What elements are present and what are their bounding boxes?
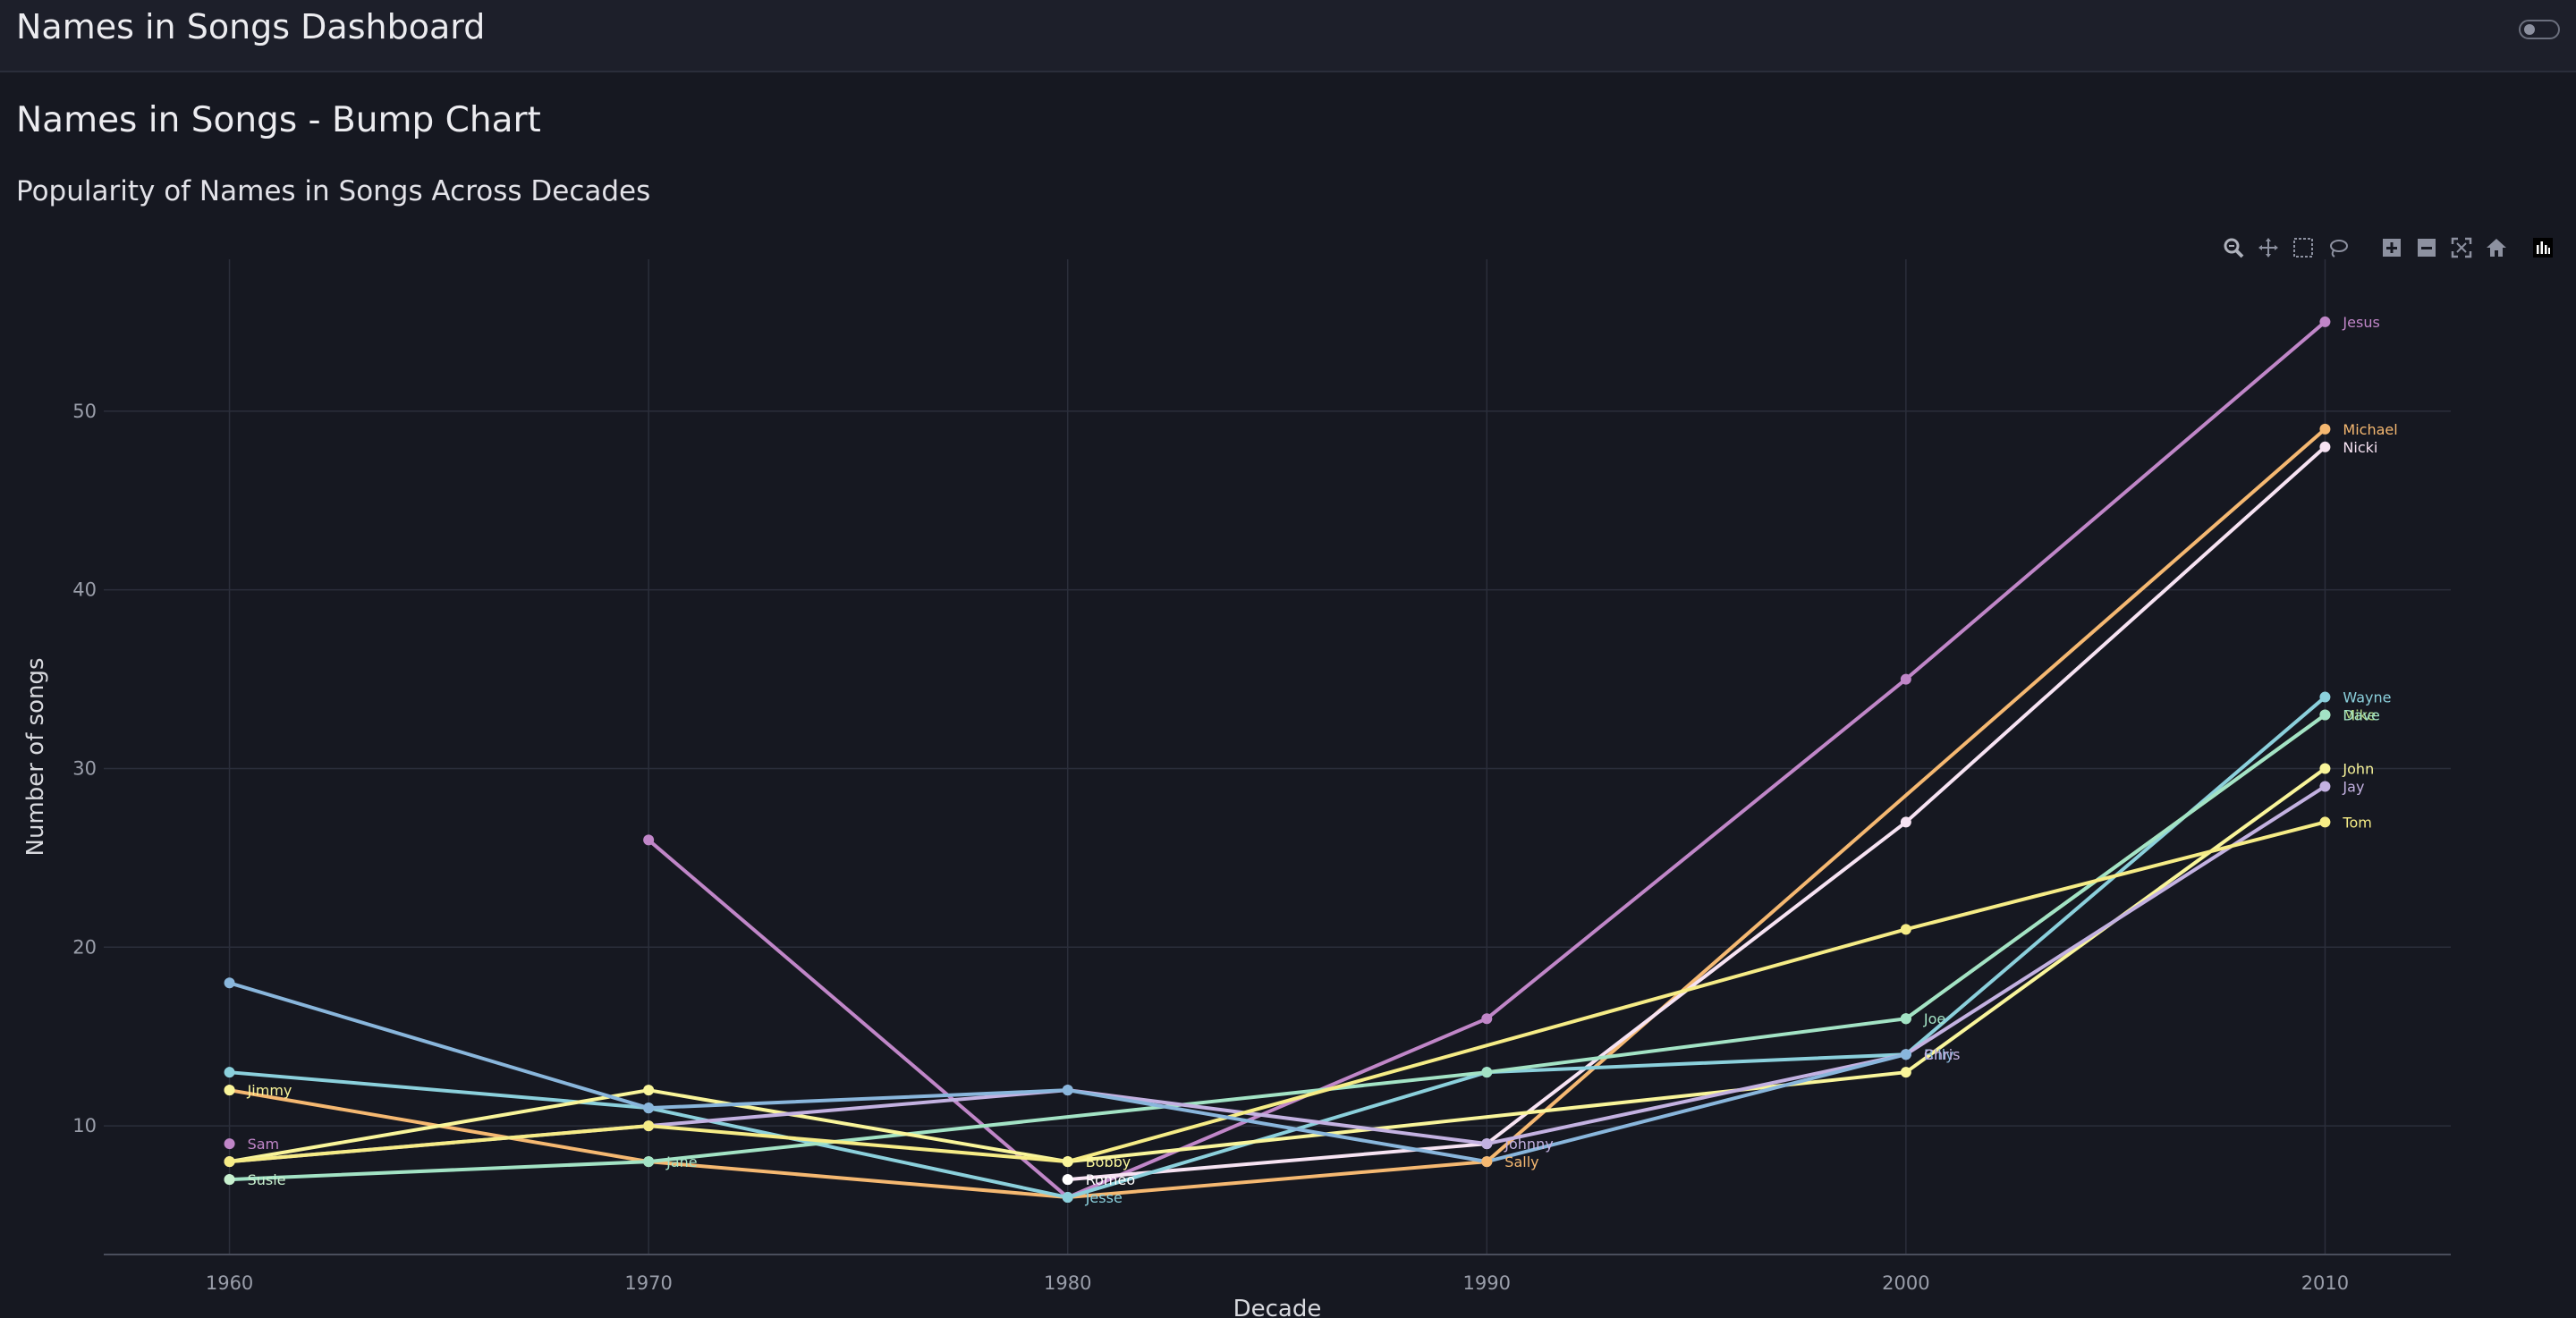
- data-point-sally: [1481, 1156, 1493, 1168]
- y-axis-title: Number of songs: [22, 657, 49, 856]
- plot-modebar: [2218, 232, 2558, 263]
- data-point-jesse: [1062, 1192, 1073, 1204]
- point-label: Johnny: [1504, 1136, 1553, 1153]
- data-point-john: [643, 1085, 655, 1096]
- plotly-logo-icon[interactable]: [2528, 232, 2558, 263]
- data-point-tom: [1900, 924, 1911, 935]
- data-point-john: [1900, 1067, 1911, 1078]
- data-point-jay: [2319, 781, 2331, 792]
- point-label: Joe: [1923, 1010, 1945, 1027]
- point-label: Bobby: [1086, 1153, 1131, 1170]
- data-point-sam: [224, 1138, 235, 1150]
- point-label: Billy: [1924, 1046, 1954, 1063]
- box-select-icon[interactable]: [2288, 232, 2318, 263]
- data-point-wayne: [2319, 691, 2331, 703]
- y-tick-label: 10: [72, 1115, 97, 1136]
- data-point-jimmy: [224, 1085, 235, 1096]
- data-point-bobby: [1062, 1156, 1073, 1168]
- x-axis-title: Decade: [1233, 1296, 1322, 1318]
- x-tick-label: 1960: [206, 1272, 253, 1294]
- point-label: Wayne: [2343, 689, 2391, 706]
- data-point-joe: [1900, 1013, 1911, 1025]
- data-point-tom: [2319, 816, 2331, 828]
- y-tick-label: 50: [72, 401, 97, 422]
- point-label: Dave: [2343, 707, 2379, 724]
- data-point-jane: [643, 1156, 655, 1168]
- autoscale-icon[interactable]: [2446, 232, 2477, 263]
- point-label: Romeo: [1086, 1171, 1135, 1188]
- data-point-tom: [224, 1156, 235, 1168]
- point-label: John: [2342, 760, 2374, 777]
- x-tick-label: 1970: [624, 1272, 672, 1294]
- data-point-michael: [2319, 423, 2331, 435]
- data-point-john: [2319, 763, 2331, 774]
- data-point-susie: [224, 1174, 235, 1186]
- point-label: Jane: [665, 1153, 698, 1170]
- point-label: Mike: [2343, 707, 2376, 724]
- data-point-tom: [643, 1120, 655, 1132]
- data-point-nicki: [1900, 816, 1911, 828]
- data-point-jesus: [1900, 673, 1911, 685]
- data-point-billy: [224, 977, 235, 989]
- zoom-icon[interactable]: [2218, 232, 2249, 263]
- series-line-michael: [229, 427, 2326, 1200]
- reset-axes-icon[interactable]: [2481, 232, 2512, 263]
- point-label: Jesse: [1085, 1189, 1123, 1206]
- x-tick-label: 1980: [1044, 1272, 1091, 1294]
- data-point-billy: [1062, 1085, 1073, 1096]
- app-title: Names in Songs Dashboard: [16, 7, 486, 46]
- zoom-in-icon[interactable]: [2377, 232, 2407, 263]
- series-line-tom: [229, 820, 2326, 1164]
- zoom-out-icon[interactable]: [2411, 232, 2442, 263]
- data-point-wayne: [224, 1067, 235, 1078]
- x-tick-label: 1990: [1463, 1272, 1511, 1294]
- y-tick-label: 30: [72, 757, 97, 779]
- y-tick-label: 40: [72, 579, 97, 601]
- series-line-nicki: [1067, 445, 2326, 1182]
- data-point-billy: [1900, 1049, 1911, 1060]
- point-label: Susie: [248, 1171, 286, 1188]
- data-point-billy: [643, 1103, 655, 1114]
- point-label: Jimmy: [247, 1082, 292, 1099]
- data-point-dave: [1481, 1067, 1493, 1078]
- point-label: Nicki: [2343, 439, 2377, 456]
- data-point-nicki: [2319, 441, 2331, 452]
- point-label: Sam: [248, 1136, 280, 1153]
- lasso-icon[interactable]: [2323, 232, 2353, 263]
- x-tick-label: 2000: [1882, 1272, 1929, 1294]
- x-tick-label: 2010: [2301, 1272, 2349, 1294]
- top-bar: Names in Songs Dashboard: [0, 0, 2576, 72]
- toggle-knob: [2524, 24, 2535, 35]
- point-label: Jay: [2342, 778, 2364, 795]
- pan-icon[interactable]: [2253, 232, 2284, 263]
- point-label: Tom: [2342, 814, 2371, 831]
- data-point-jesus: [1481, 1013, 1493, 1025]
- point-label: Sally: [1504, 1153, 1538, 1170]
- point-label: Michael: [2343, 421, 2397, 438]
- page-title: Names in Songs - Bump Chart: [16, 100, 541, 140]
- data-point-jesus: [2319, 316, 2331, 327]
- point-label: Chris: [1924, 1046, 1961, 1063]
- data-point-jesus: [643, 834, 655, 846]
- y-tick-label: 20: [72, 936, 97, 958]
- data-point-romeo: [1062, 1174, 1073, 1186]
- point-label: Jesus: [2342, 314, 2379, 331]
- chart-title: Popularity of Names in Songs Across Deca…: [16, 175, 651, 207]
- data-point-dave: [2319, 709, 2331, 721]
- theme-toggle[interactable]: [2519, 20, 2560, 39]
- data-point-johnny: [1481, 1138, 1493, 1150]
